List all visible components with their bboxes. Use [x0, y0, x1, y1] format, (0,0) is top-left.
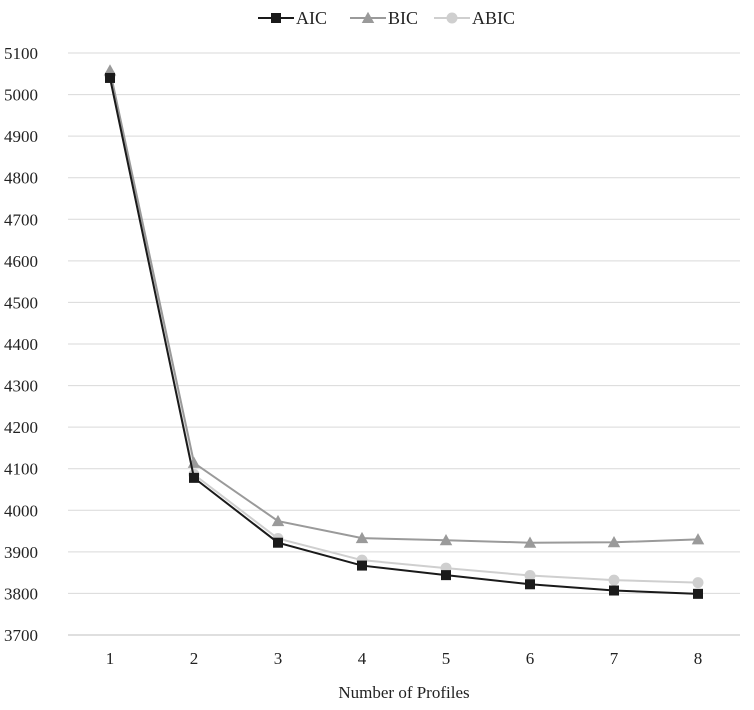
series-aic — [105, 72, 703, 599]
series-line-aic — [109, 77, 699, 595]
y-tick-label: 4400 — [4, 335, 38, 354]
legend-marker-abic — [446, 12, 458, 24]
gridlines — [68, 52, 740, 594]
y-tick-label: 4500 — [4, 293, 38, 312]
legend-label-bic: BIC — [388, 8, 418, 28]
y-tick-label: 3800 — [4, 584, 38, 603]
y-tick-label: 5000 — [4, 86, 38, 105]
x-axis-ticks: 1 2 3 4 5 6 7 8 — [106, 649, 703, 668]
data-point-abic — [524, 570, 536, 582]
legend-marker-bic — [361, 11, 375, 23]
legend-item-abic: ABIC — [434, 8, 515, 28]
series-group — [103, 64, 705, 599]
legend-label-aic: AIC — [296, 8, 327, 28]
x-tick-label: 1 — [106, 649, 115, 668]
data-point-bic — [691, 533, 705, 545]
data-point-bic — [271, 514, 285, 527]
data-point-bic — [439, 533, 453, 546]
data-point-bic — [103, 64, 117, 76]
data-point-bic — [523, 536, 537, 548]
y-tick-label: 4100 — [4, 460, 38, 479]
series-line-abic — [109, 75, 699, 584]
y-tick-label: 3700 — [4, 626, 38, 645]
y-axis-ticks: 3700 3800 3900 4000 4100 4200 4300 4400 4500 4600… — [4, 44, 38, 645]
x-tick-label: 3 — [274, 649, 283, 668]
data-point-aic — [609, 585, 619, 596]
y-tick-label: 4200 — [4, 418, 38, 437]
y-tick-label: 3900 — [4, 543, 38, 562]
x-tick-label: 4 — [358, 649, 367, 668]
y-tick-label: 5100 — [4, 44, 38, 63]
data-point-bic — [607, 536, 621, 548]
series-line-bic — [109, 70, 699, 544]
data-point-aic — [105, 72, 115, 83]
data-point-aic — [525, 579, 535, 590]
y-tick-label: 4800 — [4, 169, 38, 188]
legend-marker-aic — [271, 13, 281, 23]
legend-item-bic: BIC — [350, 8, 418, 28]
x-tick-label: 7 — [610, 649, 619, 668]
data-point-abic — [692, 577, 704, 589]
data-point-aic — [357, 560, 367, 571]
legend-label-abic: ABIC — [472, 8, 515, 28]
data-point-bic — [355, 531, 369, 544]
series-bic — [103, 64, 705, 548]
data-point-abic — [608, 574, 620, 586]
y-tick-label: 4000 — [4, 501, 38, 520]
data-point-aic — [273, 537, 283, 548]
data-point-aic — [693, 588, 703, 599]
y-tick-label: 4300 — [4, 377, 38, 396]
data-point-aic — [189, 472, 199, 483]
x-tick-label: 8 — [694, 649, 703, 668]
x-axis-title: Number of Profiles — [338, 683, 469, 702]
legend-item-aic: AIC — [258, 8, 327, 28]
y-tick-label: 4600 — [4, 252, 38, 271]
x-tick-label: 5 — [442, 649, 451, 668]
data-point-aic — [441, 570, 451, 581]
y-tick-label: 4900 — [4, 127, 38, 146]
x-tick-label: 2 — [190, 649, 199, 668]
y-tick-label: 4700 — [4, 210, 38, 229]
x-tick-label: 6 — [526, 649, 535, 668]
legend: AIC BIC ABIC — [258, 8, 515, 28]
